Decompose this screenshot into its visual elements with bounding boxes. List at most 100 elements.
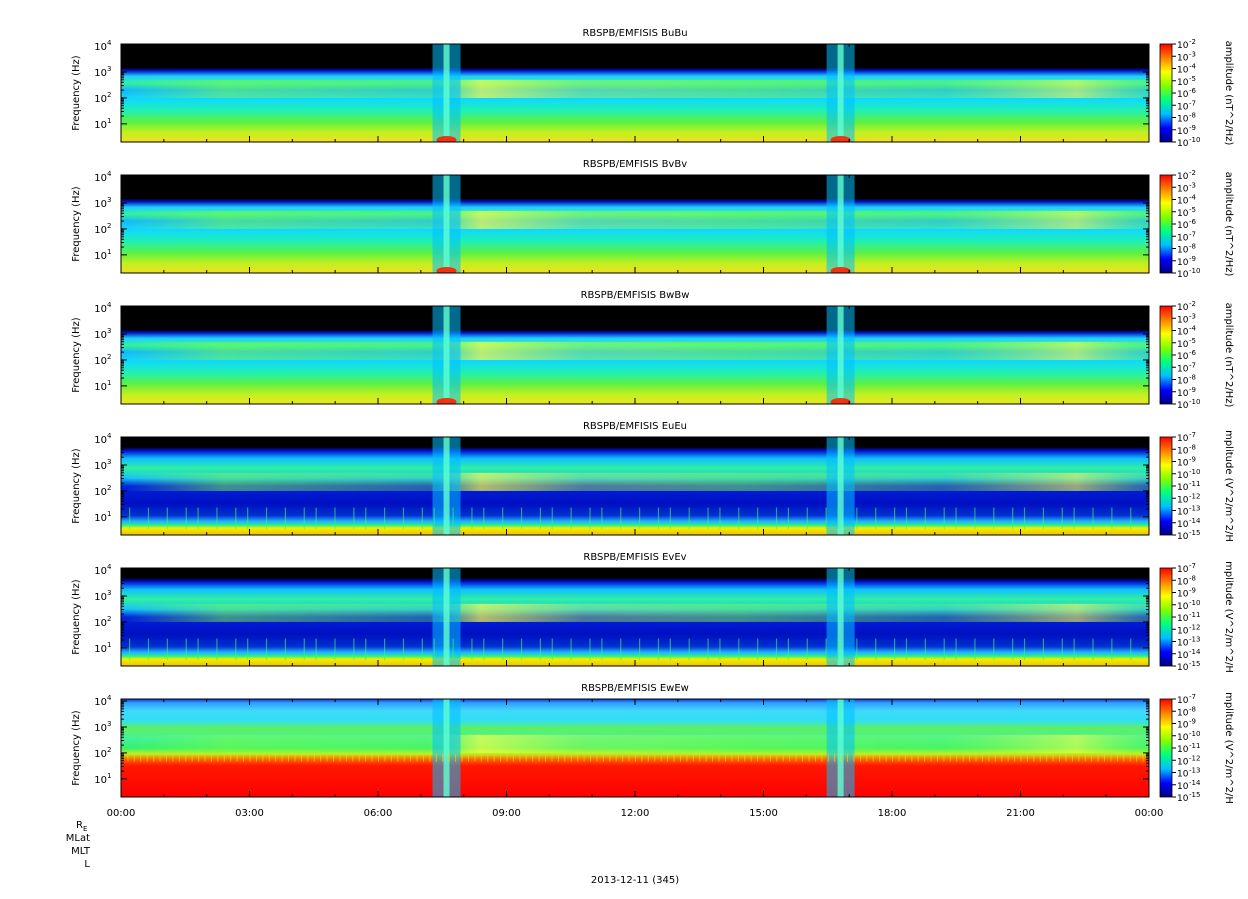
colorbar-tick-label: 10 [1177, 483, 1189, 493]
colorbar-tick-exponent: -5 [1189, 206, 1196, 214]
colorbar-scale [1159, 174, 1173, 274]
colorbar-tick-exponent: -15 [1189, 529, 1200, 537]
y-axis-label: Frequency (Hz) [71, 579, 82, 655]
colorbar-tick-label: 10 [1177, 721, 1189, 731]
colorbar-label: amplitude (nT^2/Hz) [1223, 303, 1234, 408]
y-tick-label: 10 [94, 225, 107, 236]
colorbar-tick-exponent: -3 [1189, 50, 1196, 58]
colorbar-tick-exponent: -8 [1189, 574, 1196, 582]
colorbar-tick-exponent: -10 [1189, 136, 1200, 144]
colorbar-tick-label: 10 [1177, 446, 1189, 456]
y-tick-exponent: 3 [107, 589, 111, 597]
colorbar-tick-label: 10 [1177, 508, 1189, 518]
y-tick-exponent: 3 [107, 196, 111, 204]
x-tick-label: 03:00 [235, 808, 264, 819]
colorbar-tick-exponent: -7 [1189, 562, 1196, 570]
colorbar-scale [1159, 43, 1173, 143]
colorbar-scale [1159, 436, 1173, 536]
y-tick-exponent: 2 [107, 91, 111, 99]
colorbar-tick-label: 10 [1177, 172, 1189, 182]
colorbar-tick-label: 10 [1177, 78, 1189, 88]
panel-title: RBSPB/EMFISIS BwBw [581, 290, 690, 301]
colorbar: 10-210-310-410-510-610-710-810-910-10 amp… [1159, 169, 1234, 280]
colorbar-tick-exponent: -2 [1189, 300, 1196, 308]
x-tick-label: 18:00 [878, 808, 907, 819]
y-tick-label: 10 [94, 592, 107, 603]
colorbar-tick-exponent: -13 [1189, 505, 1200, 513]
colorbar-tick-label: 10 [1177, 197, 1189, 207]
y-tick-label: 10 [94, 644, 107, 655]
colorbar-tick-exponent: -9 [1189, 456, 1196, 464]
y-tick-label: 10 [94, 382, 107, 393]
colorbar-tick-label: 10 [1177, 663, 1189, 673]
colorbar-tick-label: 10 [1177, 757, 1189, 767]
y-tick-exponent: 2 [107, 484, 111, 492]
colorbar-tick-exponent: -9 [1189, 386, 1196, 394]
colorbar-tick-label: 10 [1177, 782, 1189, 792]
time-axis: 00:00 03:00 06:00 09:00 12:00 15:00 18:00 21:00… [107, 808, 1164, 819]
colorbar-tick-exponent: -14 [1189, 517, 1201, 525]
y-tick-label: 10 [94, 487, 107, 498]
colorbar-tick-exponent: -13 [1189, 767, 1200, 775]
colorbar-tick-exponent: -4 [1189, 194, 1197, 202]
colorbar-tick-exponent: -4 [1189, 63, 1197, 71]
colorbar-tick-label: 10 [1177, 495, 1189, 505]
colorbar-tick-exponent: -3 [1189, 181, 1196, 189]
colorbar-tick-label: 10 [1177, 340, 1189, 350]
colorbar-tick-exponent: -3 [1189, 312, 1196, 320]
colorbar-tick-label: 10 [1177, 614, 1189, 624]
colorbar-tick-label: 10 [1177, 770, 1189, 780]
colorbar-tick-label: 10 [1177, 577, 1189, 587]
y-tick-exponent: 1 [107, 248, 111, 256]
panel-title: RBSPB/EMFISIS BvBv [583, 159, 687, 170]
x-tick-label: 00:00 [1135, 808, 1164, 819]
y-tick-exponent: 1 [107, 510, 111, 518]
colorbar-label: mplitude (V^2/m^2/H [1223, 430, 1234, 542]
colorbar-tick-exponent: -8 [1189, 705, 1196, 713]
colorbar-tick-exponent: -14 [1189, 648, 1201, 656]
colorbar-tick-label: 10 [1177, 90, 1189, 100]
colorbar-tick-exponent: -12 [1189, 623, 1200, 631]
colorbar-tick-label: 10 [1177, 102, 1189, 112]
panel-title: RBSPB/EMFISIS EuEu [583, 421, 687, 432]
colorbar-tick-label: 10 [1177, 184, 1189, 194]
colorbar-tick-label: 10 [1177, 434, 1189, 444]
spectrogram-image [121, 306, 1149, 404]
x-tick-label: 12:00 [621, 808, 650, 819]
colorbar-tick-exponent: -13 [1189, 636, 1200, 644]
colorbar-tick-label: 10 [1177, 352, 1189, 362]
colorbar-tick-label: 10 [1177, 733, 1189, 743]
y-tick-label: 10 [94, 749, 107, 760]
colorbar-tick-exponent: -9 [1189, 255, 1196, 263]
y-tick-exponent: 4 [107, 39, 112, 47]
colorbar-tick-label: 10 [1177, 602, 1189, 612]
colorbar-tick-label: 10 [1177, 377, 1189, 387]
orbit-label-r: R [76, 820, 83, 831]
colorbar-tick-exponent: -7 [1189, 693, 1196, 701]
colorbar-tick-exponent: -12 [1189, 492, 1200, 500]
colorbar-tick-exponent: -9 [1189, 587, 1196, 595]
y-tick-label: 10 [94, 435, 107, 446]
colorbar-tick-exponent: -6 [1189, 218, 1197, 226]
colorbar-tick-label: 10 [1177, 401, 1189, 411]
colorbar-tick-exponent: -10 [1189, 468, 1200, 476]
panel-title: RBSPB/EMFISIS EvEv [583, 552, 686, 563]
date-label: 2013-12-11 (345) [590, 875, 680, 886]
colorbar-tick-label: 10 [1177, 303, 1189, 313]
colorbar-tick-label: 10 [1177, 364, 1189, 374]
y-tick-exponent: 2 [107, 746, 111, 754]
y-tick-exponent: 1 [107, 641, 111, 649]
colorbar-tick-exponent: -10 [1189, 599, 1200, 607]
y-tick-label: 10 [94, 173, 107, 184]
colorbar-tick-exponent: -10 [1189, 398, 1200, 406]
colorbar: 10-210-310-410-510-610-710-810-910-10 amp… [1159, 38, 1234, 149]
colorbar-scale [1159, 305, 1173, 405]
y-tick-exponent: 2 [107, 353, 111, 361]
y-tick-exponent: 2 [107, 615, 111, 623]
colorbar-tick-label: 10 [1177, 745, 1189, 755]
